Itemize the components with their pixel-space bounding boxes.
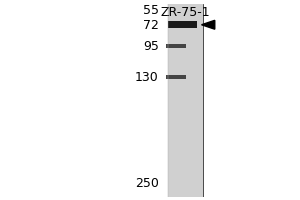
Text: 55: 55 (143, 4, 159, 17)
Text: ZR-75-1: ZR-75-1 (160, 6, 210, 19)
Text: 72: 72 (143, 19, 159, 32)
Bar (166, 75, 186, 79)
Polygon shape (202, 20, 215, 29)
Text: 130: 130 (135, 71, 159, 84)
Text: 95: 95 (143, 40, 159, 53)
Text: 250: 250 (135, 177, 159, 190)
Bar (168, 4, 203, 197)
Bar (166, 44, 186, 48)
Bar (168, 21, 197, 28)
